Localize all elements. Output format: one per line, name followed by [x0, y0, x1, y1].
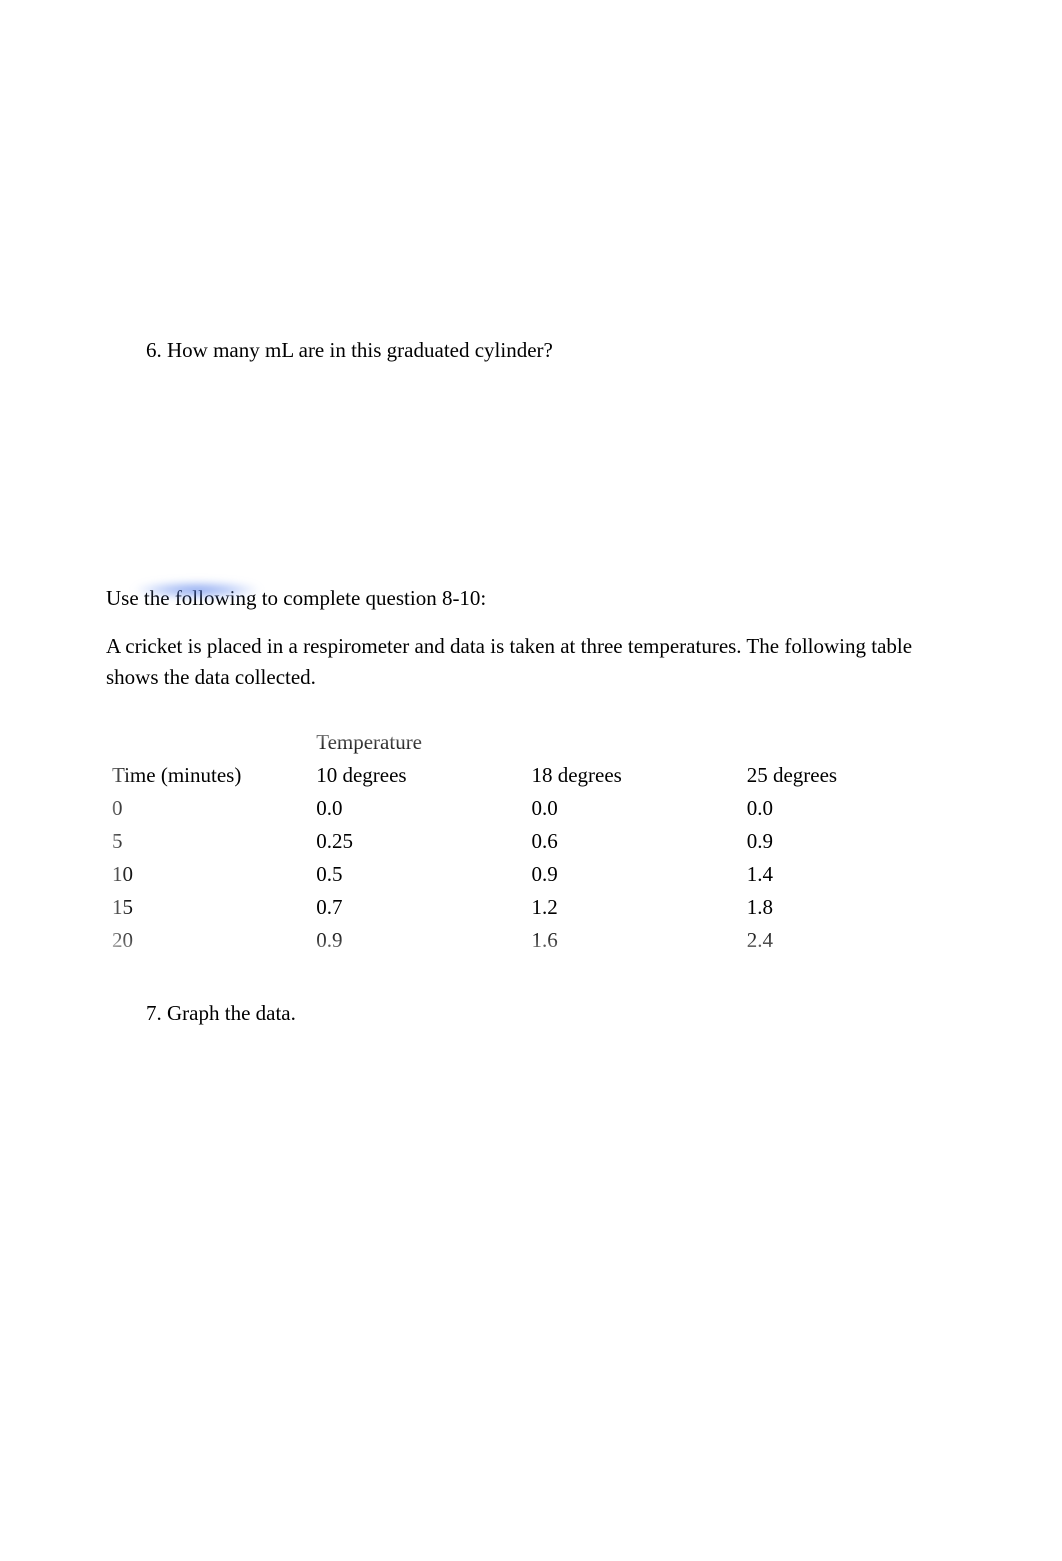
table-cell: 0.7 [310, 891, 525, 924]
table-cell: 0.9 [525, 858, 740, 891]
question-7-text: Graph the data. [167, 1001, 296, 1025]
question-7-number: 7. [146, 1001, 162, 1025]
page-content: 6. How many mL are in this graduated cyl… [0, 0, 1062, 1026]
table-cell: 0.9 [310, 924, 525, 957]
table-cell: 1.6 [525, 924, 740, 957]
table-cell: 0.25 [310, 825, 525, 858]
table-cell: 0 [106, 792, 310, 825]
table-row: 15 0.7 1.2 1.8 [106, 891, 956, 924]
blue-smudge-mark [132, 581, 262, 599]
table-cell: 5 [106, 825, 310, 858]
table-cell: 1.2 [525, 891, 740, 924]
table-cell: 0.0 [525, 792, 740, 825]
table-header-18deg: 18 degrees [525, 759, 740, 792]
table-header-time: Time (minutes) [106, 759, 310, 792]
table-cell-empty [525, 726, 740, 759]
table-header-group: Temperature [310, 726, 525, 759]
table-cell: 0.0 [310, 792, 525, 825]
data-table-wrapper: Temperature Time (minutes) 10 degrees 18… [106, 718, 956, 965]
table-cell: 10 [106, 858, 310, 891]
table-cell: 15 [106, 891, 310, 924]
table-header-10deg: 10 degrees [310, 759, 525, 792]
table-row: 10 0.5 0.9 1.4 [106, 858, 956, 891]
table-row: 5 0.25 0.6 0.9 [106, 825, 956, 858]
table-cell: 0.5 [310, 858, 525, 891]
context-paragraph: A cricket is placed in a respirometer an… [106, 631, 956, 694]
table-cell: 20 [106, 924, 310, 957]
question-6: 6. How many mL are in this graduated cyl… [146, 338, 956, 363]
question-6-number: 6. [146, 338, 162, 362]
table-cell: 1.4 [741, 858, 956, 891]
table-cell-empty [741, 726, 956, 759]
question-6-text: How many mL are in this graduated cylind… [167, 338, 553, 362]
table-header-group-row: Temperature [106, 726, 956, 759]
table-cell-empty [106, 726, 310, 759]
table-cell: 1.8 [741, 891, 956, 924]
table-row: 0 0.0 0.0 0.0 [106, 792, 956, 825]
question-7: 7. Graph the data. [146, 1001, 956, 1026]
data-table: Temperature Time (minutes) 10 degrees 18… [106, 726, 956, 957]
table-row: 20 0.9 1.6 2.4 [106, 924, 956, 957]
table-cell: 2.4 [741, 924, 956, 957]
table-cell: 0.6 [525, 825, 740, 858]
table-cell: 0.9 [741, 825, 956, 858]
table-header-25deg: 25 degrees [741, 759, 956, 792]
table-cell: 0.0 [741, 792, 956, 825]
table-header-row: Time (minutes) 10 degrees 18 degrees 25 … [106, 759, 956, 792]
